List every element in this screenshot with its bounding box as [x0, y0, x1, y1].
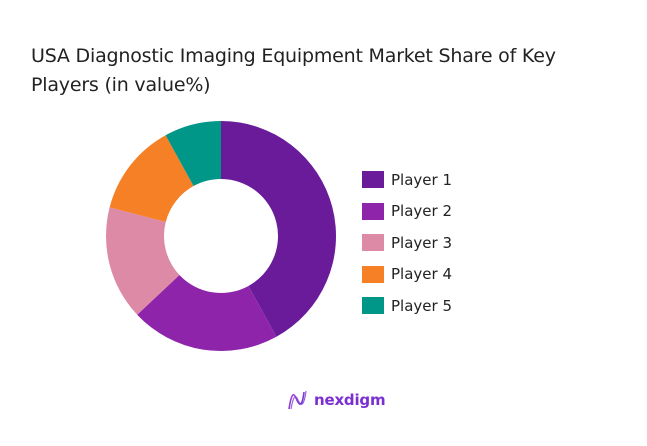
- legend-label: Player 1: [391, 170, 452, 189]
- donut-slice-player-1: [221, 121, 336, 337]
- donut-slice-player-5: [165, 121, 221, 187]
- legend-swatch: [362, 265, 384, 283]
- legend-item-player-1: Player 1: [362, 168, 452, 191]
- legend: Player 1 Player 2 Player 3 Player 4 Play…: [362, 168, 452, 326]
- legend-swatch: [362, 202, 384, 220]
- legend-item-player-2: Player 2: [362, 200, 452, 223]
- logo-text: nexdigm: [314, 391, 386, 409]
- legend-item-player-4: Player 4: [362, 263, 452, 286]
- chart-title: USA Diagnostic Imaging Equipment Market …: [31, 42, 631, 100]
- donut-slices: [105, 121, 336, 351]
- nexdigm-logo: nexdigm: [287, 388, 386, 412]
- legend-swatch: [362, 171, 384, 188]
- legend-label: Player 5: [391, 296, 452, 315]
- legend-swatch: [362, 297, 384, 314]
- legend-item-player-5: Player 5: [362, 294, 452, 317]
- legend-label: Player 3: [391, 233, 452, 252]
- donut-slice-player-2: [137, 275, 277, 351]
- legend-swatch: [362, 234, 384, 251]
- chart-title-line-1: USA Diagnostic Imaging Equipment Market …: [31, 45, 556, 67]
- legend-label: Player 2: [391, 202, 452, 220]
- chart-title-line-2: Players (in value%): [31, 74, 211, 96]
- legend-label: Player 4: [391, 265, 452, 283]
- nexdigm-wave-icon: [288, 390, 307, 410]
- donut-slice-player-4: [109, 135, 194, 222]
- legend-item-player-3: Player 3: [362, 231, 452, 254]
- donut-slice-player-3: [105, 207, 180, 315]
